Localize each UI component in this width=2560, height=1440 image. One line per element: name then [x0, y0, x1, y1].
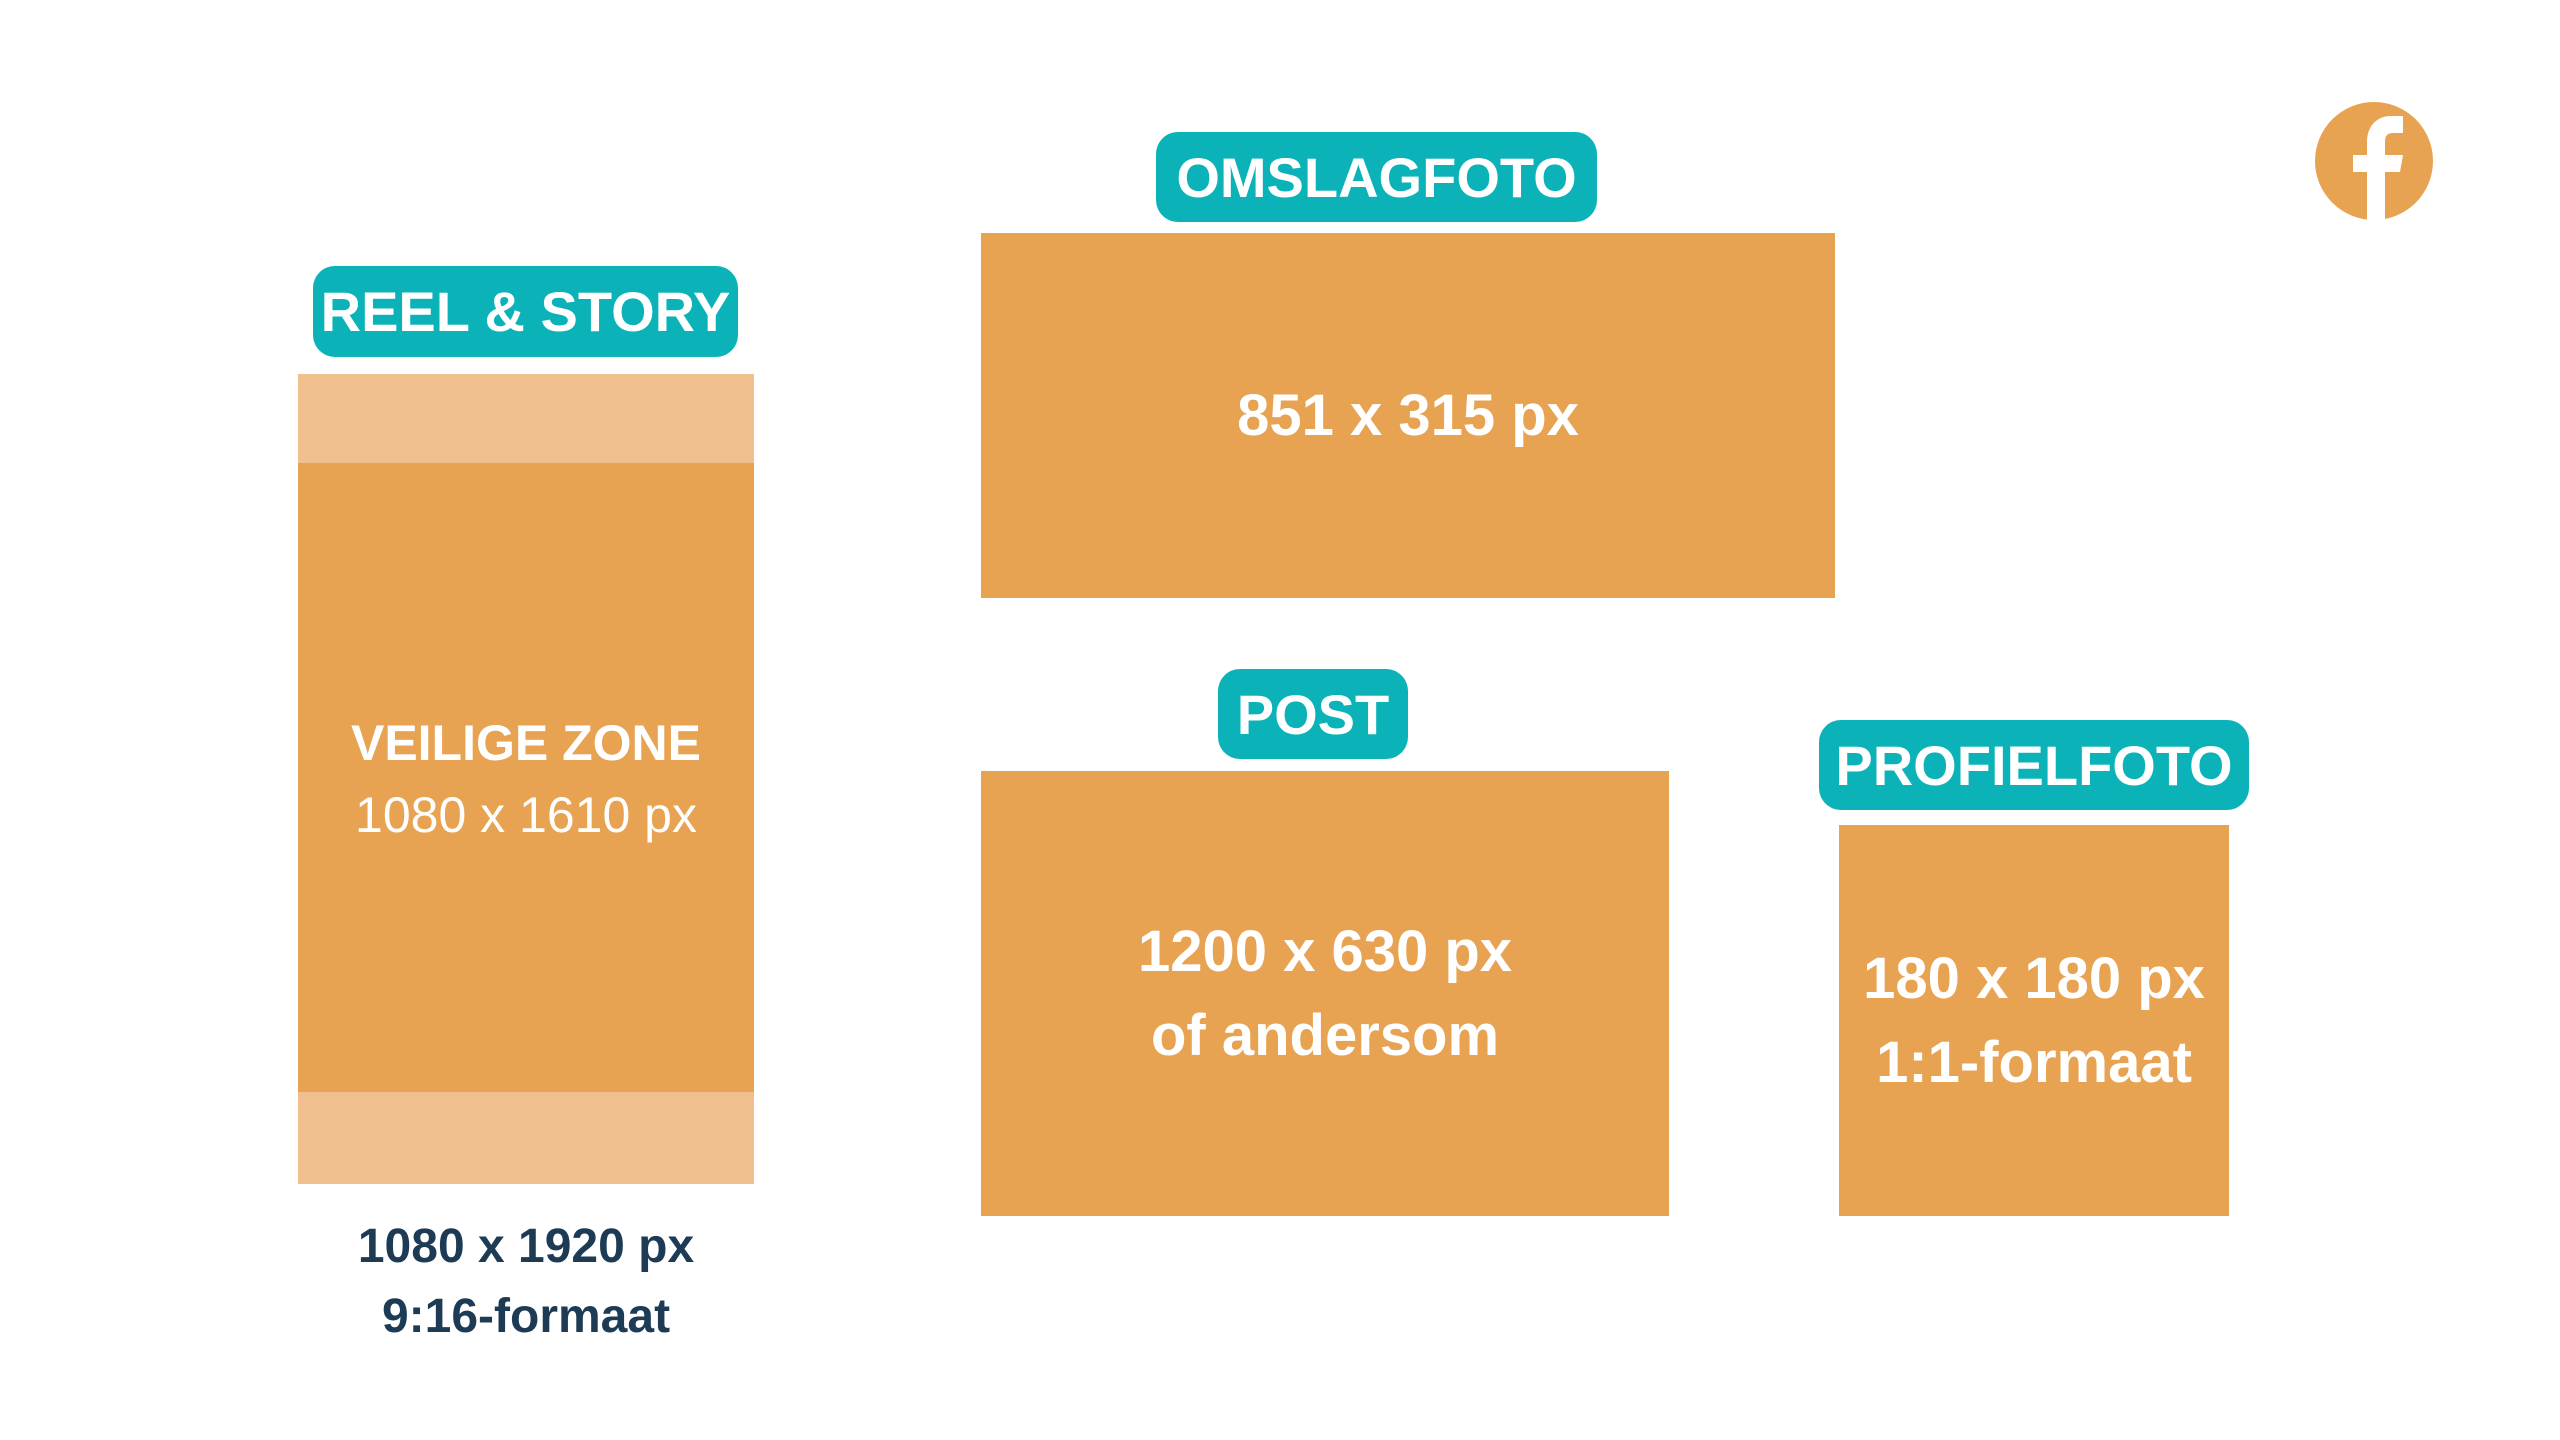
cover-photo-box: 851 x 315 px	[981, 233, 1835, 598]
profile-photo-label: PROFIELFOTO	[1819, 720, 2249, 810]
reel-story-label: REEL & STORY	[313, 266, 738, 357]
profile-photo-ratio: 1:1-formaat	[1876, 1029, 2192, 1095]
post-label: POST	[1218, 669, 1408, 759]
reel-story-ratio: 9:16-formaat	[381, 1290, 671, 1343]
reel-story-box: VEILIGE ZONE 1080 x 1610 px	[298, 374, 754, 1184]
unsafe-zone-bottom	[298, 1092, 754, 1184]
profile-photo-size: 180 x 180 px	[1863, 945, 2205, 1011]
cover-photo-label: OMSLAGFOTO	[1156, 132, 1597, 222]
post-box: 1200 x 630 px of andersom	[981, 771, 1669, 1216]
post-note: of andersom	[1150, 1002, 1500, 1068]
unsafe-zone-top	[298, 374, 754, 463]
reel-story-caption: 1080 x 1920 px 9:16-formaat	[298, 1212, 754, 1352]
safe-zone-title: VEILIGE ZONE	[350, 715, 702, 771]
facebook-icon	[2315, 102, 2433, 220]
reel-story-size: 1080 x 1920 px	[357, 1220, 695, 1273]
safe-zone-size: 1080 x 1610 px	[355, 787, 697, 843]
profile-photo-box: 180 x 180 px 1:1-formaat	[1839, 825, 2229, 1216]
cover-photo-size: 851 x 315 px	[1237, 382, 1579, 448]
post-size: 1200 x 630 px	[1137, 918, 1513, 984]
